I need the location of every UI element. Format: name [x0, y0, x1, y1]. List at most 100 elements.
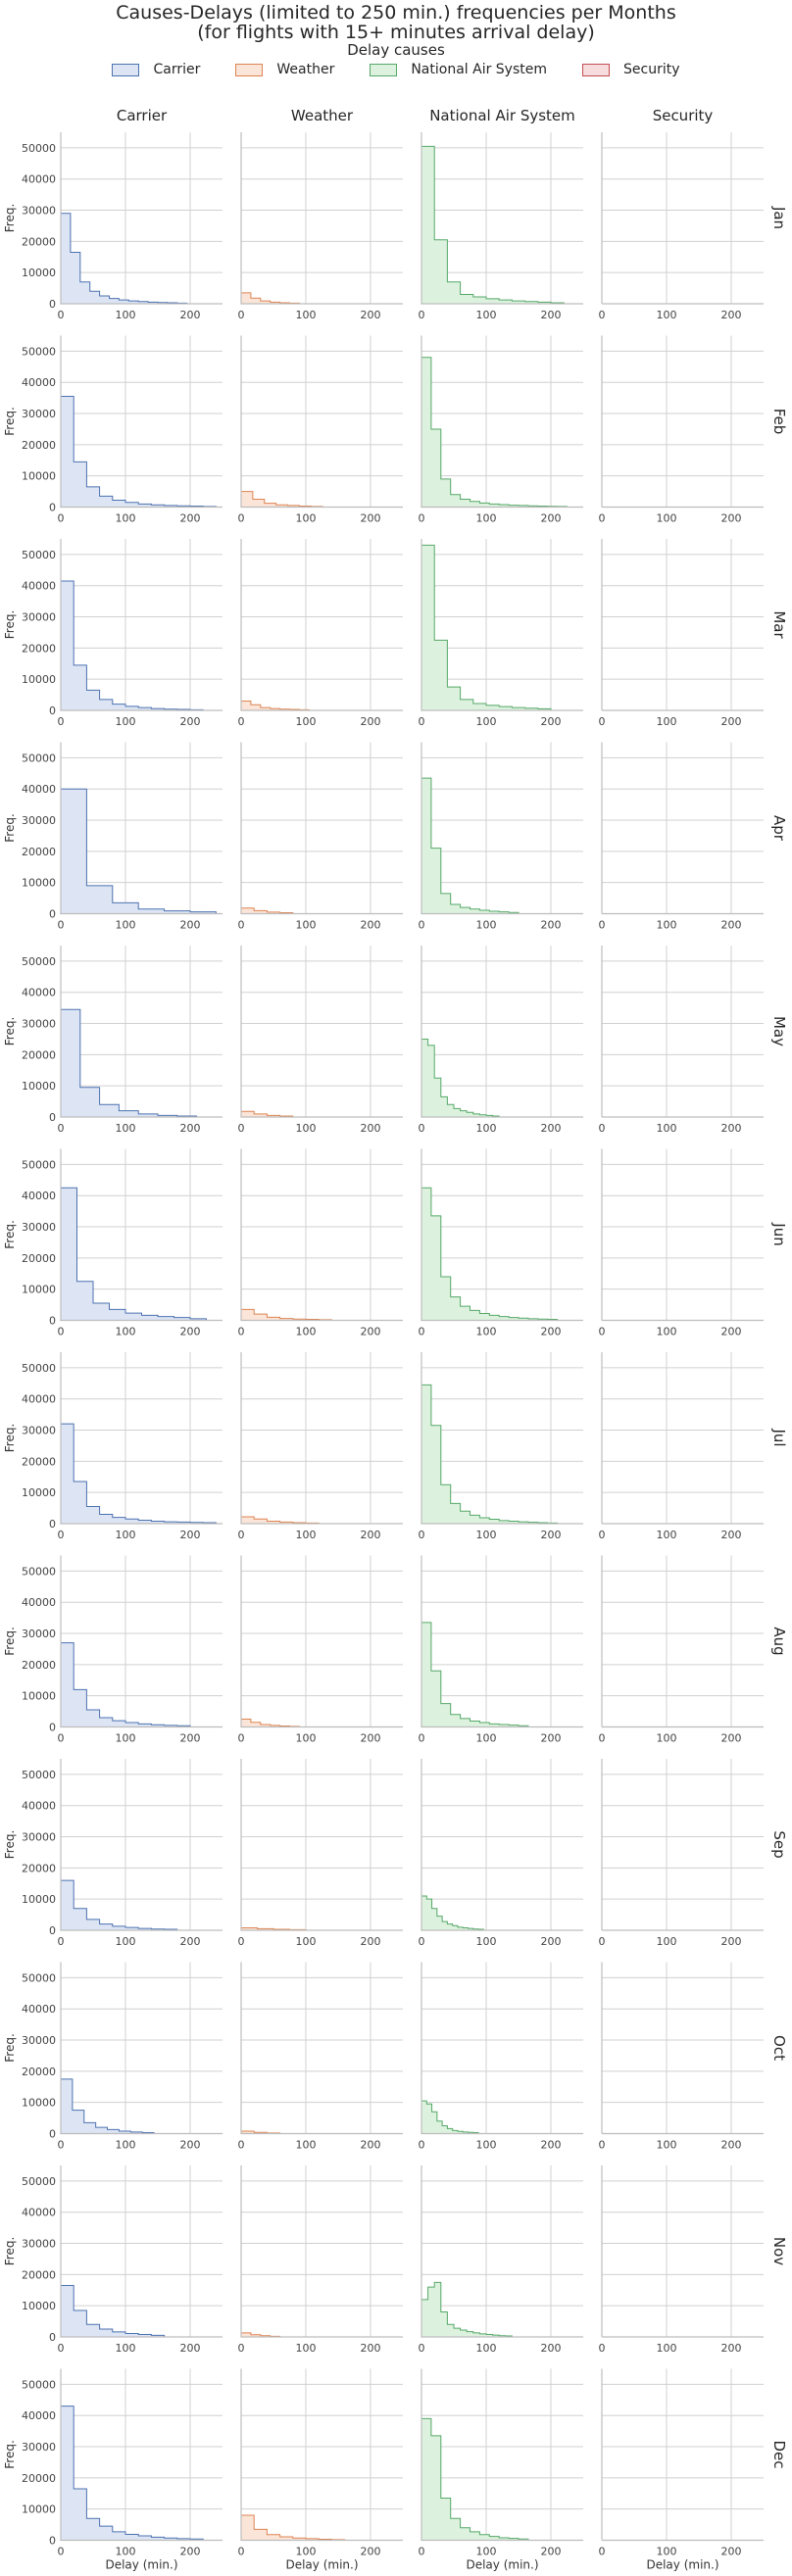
y-tick-label: 10000: [22, 877, 56, 890]
y-axis-label: Freq.: [3, 407, 17, 436]
y-tick-label: 40000: [22, 2409, 56, 2422]
x-tick-label: 0: [238, 1326, 245, 1338]
x-tick-label: 200: [361, 2546, 381, 2558]
y-tick-label: 10000: [22, 1893, 56, 1906]
histogram-carrier-apr: [60, 788, 217, 914]
y-tick-label: 30000: [22, 2238, 56, 2251]
histogram-carrier-dec: [60, 2406, 204, 2541]
legend-item-weather: Weather: [235, 62, 334, 77]
x-tick-label: 100: [116, 919, 136, 932]
x-tick-label: 200: [361, 919, 381, 932]
histogram-national-air-system-feb: [421, 357, 568, 508]
x-tick-label: 200: [180, 1732, 201, 1745]
y-tick-label: 10000: [22, 470, 56, 483]
x-tick-label: 200: [721, 1732, 742, 1745]
histogram-weather-nov: [240, 2332, 281, 2338]
panel-sep-weather: 0 100 200: [238, 1759, 403, 1948]
x-tick-label: 0: [599, 2139, 606, 2152]
panel-jul-national-air-system: 0 100 200: [419, 1352, 583, 1541]
panel-feb-security: 0 100 200 Feb: [599, 335, 788, 525]
y-tick-label: 20000: [22, 1455, 56, 1468]
x-tick-label: 100: [116, 1732, 136, 1745]
y-tick-label: 40000: [22, 173, 56, 186]
x-tick-label: 100: [476, 2342, 497, 2355]
histogram-carrier-oct: [60, 2078, 155, 2134]
x-tick-label: 0: [419, 1935, 425, 1948]
x-tick-label: 200: [361, 2139, 381, 2152]
y-tick-label: 10000: [22, 1690, 56, 1703]
x-tick-label: 200: [541, 512, 562, 525]
panel-oct-weather: 0 100 200: [238, 1962, 403, 2152]
y-tick-label: 0: [49, 2535, 56, 2548]
x-tick-label: 0: [599, 1529, 606, 1541]
histogram-carrier-jan: [60, 213, 188, 305]
y-tick-label: 50000: [22, 345, 56, 358]
histogram-weather-feb: [240, 491, 323, 508]
x-tick-label: 0: [599, 715, 606, 728]
x-tick-label: 200: [541, 1935, 562, 1948]
x-tick-label: 100: [657, 512, 677, 525]
y-tick-label: 50000: [22, 1769, 56, 1781]
y-tick-label: 30000: [22, 205, 56, 218]
y-tick-label: 0: [49, 2331, 56, 2344]
x-tick-label: 0: [58, 1326, 65, 1338]
panel-may-national-air-system: 0 100 200: [419, 946, 583, 1135]
panel-oct-carrier: 0 100 200 0 10000 20000 30000 40000 50000 Freq.: [3, 1962, 223, 2152]
y-tick-label: 40000: [22, 1596, 56, 1609]
x-tick-label: 200: [721, 1935, 742, 1948]
x-tick-label: 200: [361, 1935, 381, 1948]
legend-item-national-air-system: National Air System: [370, 62, 547, 77]
x-tick-label: 200: [361, 715, 381, 728]
histogram-carrier-sep: [60, 1879, 178, 1931]
y-tick-label: 0: [49, 298, 56, 311]
panel-sep-national-air-system: 0 100 200: [419, 1759, 583, 1948]
x-tick-label: 100: [657, 1935, 677, 1948]
y-tick-label: 50000: [22, 2378, 56, 2391]
panel-aug-weather: 0 100 200: [238, 1555, 403, 1745]
chart-title-line-2: (for flights with 15+ minutes arrival de…: [197, 22, 595, 43]
x-tick-label: 200: [180, 715, 201, 728]
y-tick-label: 30000: [22, 1831, 56, 1844]
x-tick-label: 100: [657, 919, 677, 932]
x-tick-label: 200: [361, 1529, 381, 1541]
chart-title-line-1: Causes-Delays (limited to 250 min.) freq…: [116, 2, 676, 24]
y-tick-label: 20000: [22, 2268, 56, 2281]
histogram-carrier-aug: [60, 1642, 191, 1727]
panel-mar-carrier: 0 100 200 0 10000 20000 30000 40000 50000 Freq.: [3, 539, 223, 728]
x-tick-label: 100: [116, 2139, 136, 2152]
x-tick-label: 0: [599, 1326, 606, 1338]
x-tick-label: 0: [238, 309, 245, 321]
x-tick-label: 0: [238, 2546, 245, 2558]
y-tick-label: 30000: [22, 611, 56, 624]
y-axis-label: Freq.: [3, 1220, 17, 1249]
x-tick-label: 100: [296, 715, 317, 728]
row-label-mar: Mar: [770, 610, 788, 639]
x-tick-label: 200: [541, 1326, 562, 1338]
x-tick-label: 0: [419, 2139, 425, 2152]
x-tick-label: 100: [116, 309, 136, 321]
x-tick-label: 100: [116, 1326, 136, 1338]
y-tick-label: 0: [49, 1315, 56, 1328]
histogram-national-air-system-sep: [421, 1895, 484, 1931]
x-tick-label: 0: [419, 919, 425, 932]
x-tick-label: 200: [721, 715, 742, 728]
panel-nov-weather: 0 100 200: [238, 2165, 403, 2355]
x-tick-label: 0: [419, 309, 425, 321]
panel-jan-weather: 0 100 200 Weather: [238, 107, 403, 321]
histogram-national-air-system-mar: [421, 544, 552, 711]
x-tick-label: 0: [599, 309, 606, 321]
x-tick-label: 100: [296, 2139, 317, 2152]
panel-oct-national-air-system: 0 100 200: [419, 1962, 583, 2152]
histogram-carrier-jul: [60, 1423, 217, 1525]
x-tick-label: 100: [476, 512, 497, 525]
x-tick-label: 100: [116, 1122, 136, 1135]
panel-nov-carrier: 0 100 200 0 10000 20000 30000 40000 50000 Freq.: [3, 2165, 223, 2355]
x-tick-label: 200: [541, 2139, 562, 2152]
x-tick-label: 100: [296, 2546, 317, 2558]
x-tick-label: 0: [599, 919, 606, 932]
x-tick-label: 0: [58, 715, 65, 728]
x-tick-label: 100: [296, 309, 317, 321]
x-tick-label: 0: [419, 1732, 425, 1745]
x-tick-label: 0: [238, 2342, 245, 2355]
